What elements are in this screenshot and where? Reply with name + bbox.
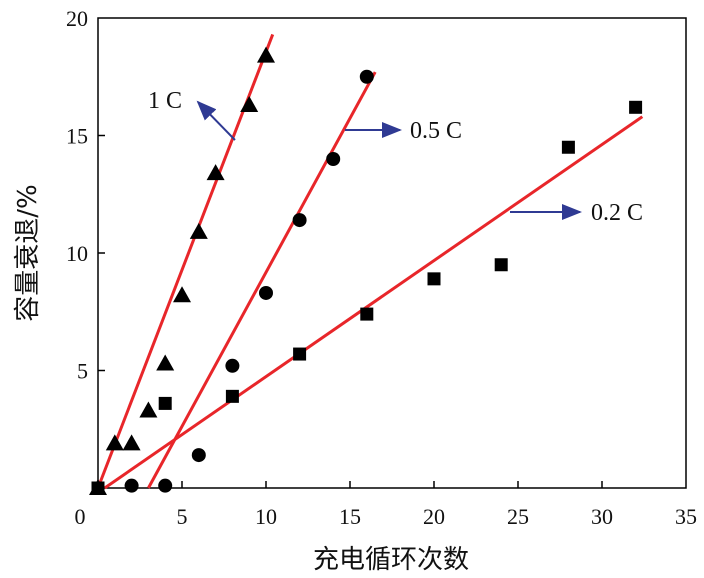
square-point (494, 258, 508, 272)
fit-line-square (103, 115, 644, 490)
annotation-1c: 1 C (148, 88, 182, 114)
square-point (629, 100, 643, 114)
triangle-point (189, 222, 208, 239)
annotation-05c: 0.5 C (410, 118, 462, 144)
circle-point (124, 478, 139, 493)
circle-point (225, 358, 240, 373)
square-point (360, 307, 374, 321)
square-point (225, 389, 239, 403)
triangle-point (257, 46, 275, 63)
annotation-02c: 0.2 C (591, 200, 643, 226)
square-point (561, 140, 575, 154)
circle-point (191, 448, 206, 463)
triangle-point (122, 434, 141, 451)
y-tick-label: 20 (66, 6, 88, 31)
y-axis-label: 容量衰退/% (13, 184, 43, 321)
fit-line-circle (147, 71, 377, 489)
triangle-point (240, 95, 259, 112)
x-tick-label: 10 (255, 504, 277, 529)
y-tick-label: 10 (66, 241, 88, 266)
x-tick-label: 15 (339, 504, 361, 529)
y-tick-label: 15 (66, 124, 88, 149)
triangle-point (105, 434, 124, 451)
circle-point (326, 152, 341, 166)
square-point (427, 272, 441, 286)
square-point (158, 396, 172, 410)
triangle-point (206, 164, 225, 181)
square-point (293, 347, 307, 361)
square-point (91, 481, 105, 495)
triangle-point (173, 286, 191, 303)
circle-point (158, 478, 173, 493)
x-tick-label: 35 (675, 504, 697, 529)
x-tick-label: 5 (177, 504, 188, 529)
circle-point (292, 213, 307, 228)
circle-point (259, 285, 273, 300)
x-tick-label: 25 (507, 504, 529, 529)
y-tick-label: 5 (77, 359, 88, 384)
x-tick-label: 0 (75, 504, 86, 529)
arrow-1c (196, 100, 236, 141)
triangle-point (139, 401, 158, 418)
triangle-point (156, 354, 175, 371)
circle-point (359, 69, 374, 84)
x-tick-label: 20 (423, 504, 445, 529)
x-axis-label: 充电循环次数 (313, 545, 469, 575)
x-tick-label: 30 (591, 504, 613, 529)
